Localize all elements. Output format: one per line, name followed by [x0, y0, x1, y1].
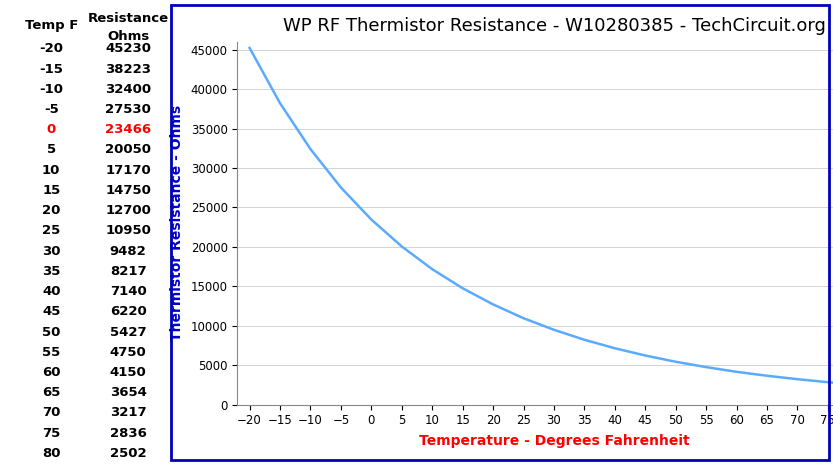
- Text: 80: 80: [42, 447, 61, 460]
- Text: 60: 60: [42, 366, 61, 379]
- Text: 30: 30: [42, 245, 61, 258]
- Text: 2502: 2502: [110, 447, 147, 460]
- Text: 9482: 9482: [110, 245, 147, 258]
- Text: 50: 50: [42, 326, 61, 339]
- Text: -10: -10: [39, 83, 63, 96]
- Text: 7140: 7140: [110, 285, 147, 298]
- Text: 45230: 45230: [105, 42, 151, 55]
- Text: 55: 55: [42, 346, 60, 359]
- Text: 40: 40: [42, 285, 61, 298]
- X-axis label: Temperature - Degrees Fahrenheit: Temperature - Degrees Fahrenheit: [419, 434, 689, 448]
- Text: Ohms: Ohms: [107, 30, 149, 43]
- Text: 4750: 4750: [110, 346, 147, 359]
- Text: 0: 0: [47, 123, 56, 136]
- Text: -5: -5: [44, 103, 58, 116]
- Text: 38223: 38223: [105, 63, 151, 75]
- Text: 14750: 14750: [105, 184, 151, 197]
- Text: 5427: 5427: [110, 326, 147, 339]
- Text: 20: 20: [42, 204, 61, 217]
- Text: 10950: 10950: [105, 225, 151, 237]
- Text: 17170: 17170: [105, 164, 151, 177]
- Y-axis label: Thermistor Resistance - Ohms: Thermistor Resistance - Ohms: [170, 105, 184, 341]
- Text: -20: -20: [39, 42, 63, 55]
- Text: 32400: 32400: [105, 83, 151, 96]
- Text: 3217: 3217: [110, 406, 147, 419]
- Text: 45: 45: [42, 306, 61, 318]
- Text: 12700: 12700: [105, 204, 151, 217]
- Text: 8217: 8217: [110, 265, 147, 278]
- Text: Temp F: Temp F: [24, 19, 78, 32]
- Text: 25: 25: [42, 225, 60, 237]
- Text: 20050: 20050: [105, 144, 151, 156]
- Text: 2836: 2836: [110, 427, 147, 439]
- Text: 5: 5: [47, 144, 56, 156]
- Text: 70: 70: [42, 406, 61, 419]
- Text: Resistance: Resistance: [87, 12, 168, 25]
- Text: 35: 35: [42, 265, 61, 278]
- Text: 10: 10: [42, 164, 61, 177]
- Text: 6220: 6220: [110, 306, 147, 318]
- Text: 4150: 4150: [110, 366, 147, 379]
- Text: 15: 15: [42, 184, 60, 197]
- Text: 27530: 27530: [105, 103, 151, 116]
- Text: 75: 75: [42, 427, 60, 439]
- Title: WP RF Thermistor Resistance - W10280385 - TechCircuit.org: WP RF Thermistor Resistance - W10280385 …: [282, 17, 826, 35]
- Text: -15: -15: [39, 63, 63, 75]
- Text: 23466: 23466: [105, 123, 151, 136]
- Text: 65: 65: [42, 386, 61, 399]
- Text: 3654: 3654: [110, 386, 147, 399]
